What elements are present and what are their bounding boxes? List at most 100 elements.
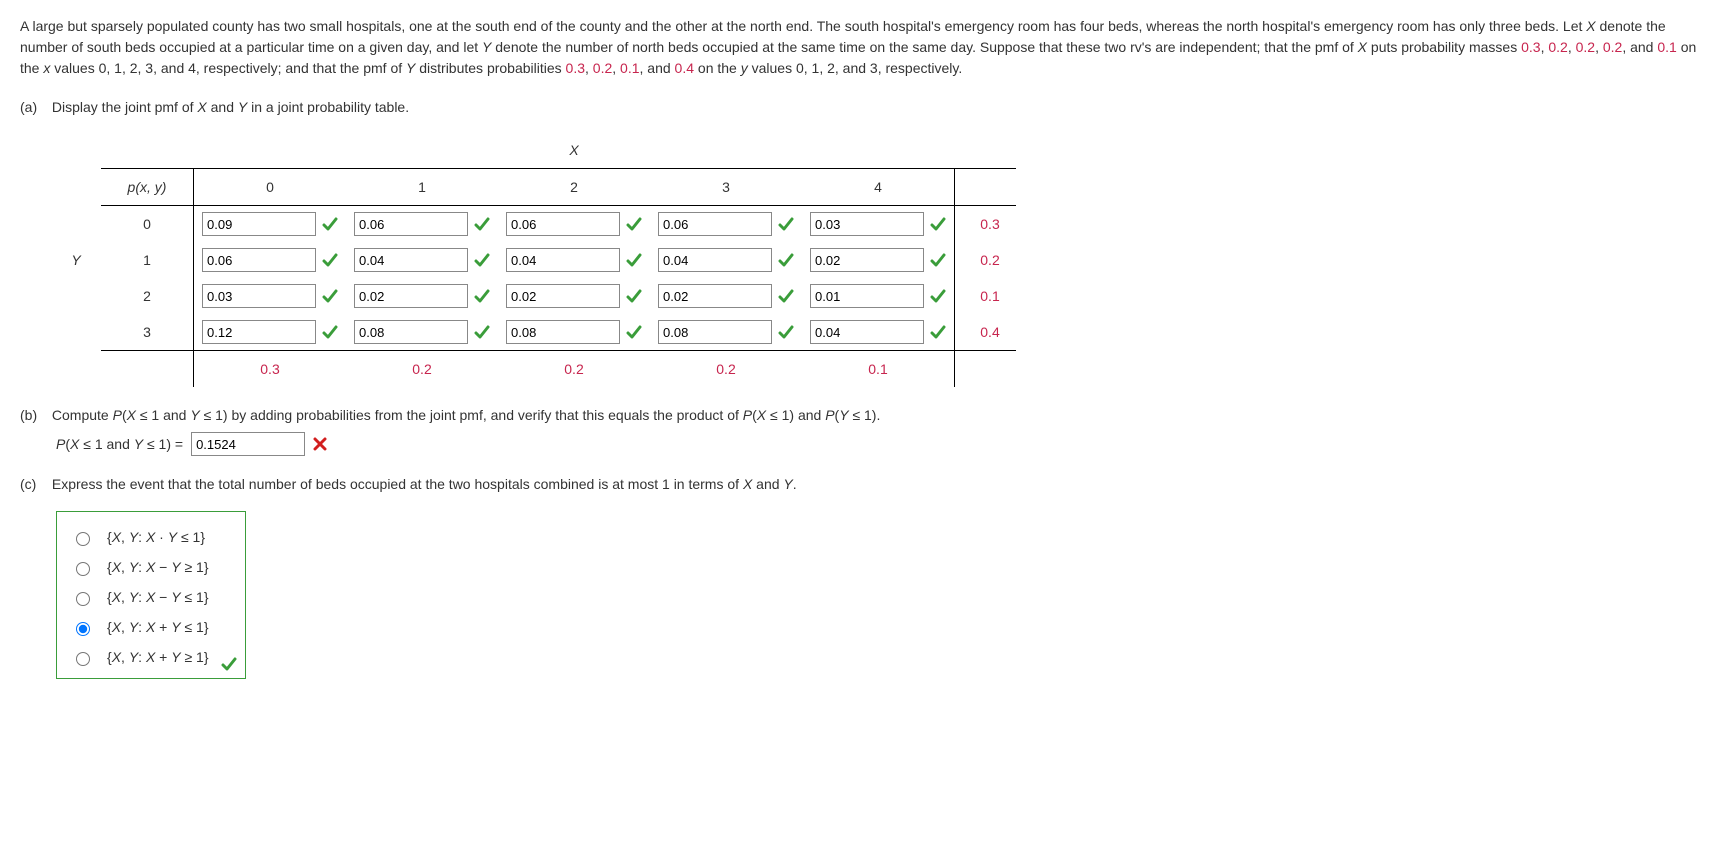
cell-1-4 <box>802 242 955 278</box>
yh-3: 3 <box>101 314 194 351</box>
cell-input-1-2[interactable] <box>506 248 620 272</box>
cell-input-2-2[interactable] <box>506 284 620 308</box>
choice-3[interactable]: {X, Y: X + Y ≤ 1} <box>71 612 209 642</box>
yh-2: 2 <box>101 278 194 314</box>
check-icon <box>930 252 946 268</box>
check-icon <box>474 324 490 340</box>
cell-3-3 <box>650 314 802 351</box>
check-icon <box>930 324 946 340</box>
part-b: (b) Compute P(X ≤ 1 and Y ≤ 1) by adding… <box>20 405 1713 456</box>
choice-text-4: {X, Y: X + Y ≥ 1} <box>107 647 209 668</box>
intro-text: distributes probabilities <box>415 60 565 76</box>
cell-input-3-4[interactable] <box>810 320 924 344</box>
check-icon <box>322 288 338 304</box>
choice-0[interactable]: {X, Y: X · Y ≤ 1} <box>71 522 209 552</box>
pxy-header: p(x, y) <box>101 169 194 206</box>
cell-input-3-2[interactable] <box>506 320 620 344</box>
cell-input-3-3[interactable] <box>658 320 772 344</box>
cell-2-3 <box>650 278 802 314</box>
part-b-lhs: P(X ≤ 1 and Y ≤ 1) = <box>56 434 183 455</box>
part-b-question: Compute P(X ≤ 1 and Y ≤ 1) by adding pro… <box>52 405 880 426</box>
joint-pmf-table: X p(x, y) 0 1 2 3 4 00.3Y10.220.130.4 0.… <box>60 132 1016 387</box>
cell-input-3-0[interactable] <box>202 320 316 344</box>
xh-4: 4 <box>802 169 955 206</box>
intro-text: denote the number of north beds occupied… <box>491 39 1357 55</box>
cell-input-3-1[interactable] <box>354 320 468 344</box>
cell-input-2-4[interactable] <box>810 284 924 308</box>
x-caption: X <box>194 132 955 169</box>
cell-3-2 <box>498 314 650 351</box>
cell-1-1 <box>346 242 498 278</box>
part-a-question: Display the joint pmf of X and Y in a jo… <box>52 97 409 118</box>
part-b-input[interactable] <box>191 432 305 456</box>
cell-0-0 <box>194 206 347 243</box>
yh-0: 0 <box>101 206 194 243</box>
colmarg-4: 0.1 <box>802 351 955 388</box>
check-icon <box>626 324 642 340</box>
part-b-label: (b) <box>20 405 48 426</box>
cell-2-2 <box>498 278 650 314</box>
var-x: X <box>1358 39 1367 55</box>
pmf-x-4: 0.1 <box>1657 39 1676 55</box>
cell-input-1-1[interactable] <box>354 248 468 272</box>
pmf-y-3: 0.4 <box>675 60 694 76</box>
part-a: (a) Display the joint pmf of X and Y in … <box>20 97 1713 387</box>
cell-input-2-1[interactable] <box>354 284 468 308</box>
cell-input-1-0[interactable] <box>202 248 316 272</box>
xh-2: 2 <box>498 169 650 206</box>
cell-1-2 <box>498 242 650 278</box>
check-icon <box>474 288 490 304</box>
part-c: (c) Express the event that the total num… <box>20 474 1713 679</box>
choice-4[interactable]: {X, Y: X + Y ≥ 1} <box>71 642 209 672</box>
cell-input-0-2[interactable] <box>506 212 620 236</box>
check-icon <box>474 216 490 232</box>
var-y-lc: y <box>741 60 748 76</box>
check-icon <box>221 656 237 672</box>
check-icon <box>322 252 338 268</box>
cell-input-0-1[interactable] <box>354 212 468 236</box>
check-icon <box>778 216 794 232</box>
cell-0-4 <box>802 206 955 243</box>
choice-text-2: {X, Y: X − Y ≤ 1} <box>107 587 209 608</box>
cell-2-1 <box>346 278 498 314</box>
cell-input-0-4[interactable] <box>810 212 924 236</box>
pmf-y-1: 0.2 <box>593 60 612 76</box>
xh-1: 1 <box>346 169 498 206</box>
cell-input-2-3[interactable] <box>658 284 772 308</box>
cell-input-0-3[interactable] <box>658 212 772 236</box>
pmf-y-0: 0.3 <box>566 60 585 76</box>
choice-radio-1[interactable] <box>76 562 90 576</box>
cell-1-0 <box>194 242 347 278</box>
yh-1: 1 <box>101 242 194 278</box>
cell-input-0-0[interactable] <box>202 212 316 236</box>
part-c-label: (c) <box>20 474 48 495</box>
var-x: X <box>1586 18 1595 34</box>
var-y: Y <box>482 39 491 55</box>
cell-input-2-0[interactable] <box>202 284 316 308</box>
pmf-x-2: 0.2 <box>1576 39 1595 55</box>
choice-radio-3[interactable] <box>76 622 90 636</box>
choice-radio-2[interactable] <box>76 592 90 606</box>
choice-2[interactable]: {X, Y: X − Y ≤ 1} <box>71 582 209 612</box>
check-icon <box>626 288 642 304</box>
choice-1[interactable]: {X, Y: X − Y ≥ 1} <box>71 552 209 582</box>
rowmarg-0: 0.3 <box>955 206 1017 243</box>
rowmarg-3: 0.4 <box>955 314 1017 351</box>
cell-3-0 <box>194 314 347 351</box>
rowmarg-2: 0.1 <box>955 278 1017 314</box>
var-y: Y <box>406 60 415 76</box>
y-caption: Y <box>60 242 101 278</box>
choice-radio-0[interactable] <box>76 532 90 546</box>
cell-0-2 <box>498 206 650 243</box>
check-icon <box>778 288 794 304</box>
pmf-x-3: 0.2 <box>1603 39 1622 55</box>
cross-icon <box>313 437 327 451</box>
pmf-x-0: 0.3 <box>1521 39 1540 55</box>
pmf-y-2: 0.1 <box>620 60 639 76</box>
cell-3-1 <box>346 314 498 351</box>
choice-radio-4[interactable] <box>76 652 90 666</box>
colmarg-1: 0.2 <box>346 351 498 388</box>
xh-3: 3 <box>650 169 802 206</box>
cell-input-1-3[interactable] <box>658 248 772 272</box>
cell-input-1-4[interactable] <box>810 248 924 272</box>
